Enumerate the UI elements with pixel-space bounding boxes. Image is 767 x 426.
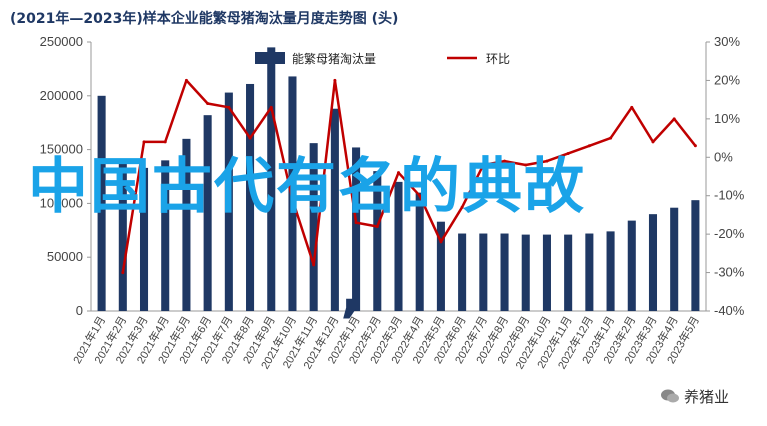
line-point bbox=[545, 159, 549, 163]
bar-series bbox=[97, 47, 700, 312]
line-point bbox=[184, 78, 188, 82]
left-tick-label: 150000 bbox=[40, 142, 83, 157]
bar bbox=[479, 233, 488, 311]
line-point bbox=[227, 105, 231, 109]
bar bbox=[648, 214, 658, 311]
bar bbox=[352, 147, 361, 311]
line-point bbox=[460, 205, 464, 209]
line-point bbox=[206, 101, 210, 105]
line-point bbox=[566, 151, 570, 155]
wechat-icon bbox=[661, 389, 679, 403]
line-point bbox=[354, 221, 358, 225]
line-point bbox=[439, 240, 443, 244]
line-path bbox=[121, 79, 697, 273]
bar bbox=[224, 92, 233, 312]
overlay-caption: 中国古代有名的典故 bbox=[28, 152, 586, 222]
legend: 能繁母猪淘汰量 环比 bbox=[255, 51, 510, 66]
line-point bbox=[418, 194, 422, 198]
right-tick-label: -30% bbox=[714, 265, 745, 280]
legend-bar-swatch bbox=[255, 52, 285, 64]
bar bbox=[500, 233, 509, 311]
left-tick-label: 0 bbox=[76, 303, 83, 318]
bar bbox=[394, 181, 403, 311]
left-tick-label: 50000 bbox=[47, 249, 83, 264]
line-point bbox=[630, 105, 634, 109]
bar bbox=[458, 233, 467, 311]
right-tick-label: 20% bbox=[714, 72, 740, 87]
bar bbox=[118, 160, 127, 311]
left-tick-label: 100000 bbox=[40, 195, 83, 210]
line-point bbox=[587, 144, 591, 148]
left-tick-label: 250000 bbox=[40, 34, 83, 49]
right-tick-label: -20% bbox=[714, 226, 745, 241]
line-point bbox=[312, 263, 316, 267]
bar bbox=[161, 160, 170, 311]
bar bbox=[182, 138, 191, 311]
bar bbox=[606, 231, 615, 311]
overlay-comma: , bbox=[340, 255, 363, 325]
bar bbox=[436, 221, 445, 311]
line-point bbox=[269, 105, 273, 109]
left-tick-label: 200000 bbox=[40, 88, 83, 103]
line-point bbox=[524, 163, 528, 167]
bar bbox=[521, 234, 530, 311]
bar bbox=[267, 47, 276, 311]
line-point bbox=[481, 163, 485, 167]
line-point bbox=[672, 117, 676, 121]
line-point bbox=[248, 136, 252, 140]
bar bbox=[627, 220, 636, 311]
bar bbox=[330, 108, 339, 311]
watermark: 养猪业 bbox=[660, 386, 729, 407]
line-point bbox=[121, 271, 125, 275]
legend-bar-label: 能繁母猪淘汰量 bbox=[292, 51, 376, 66]
bar bbox=[373, 171, 382, 311]
bar bbox=[97, 95, 106, 311]
bar bbox=[139, 167, 149, 311]
line-point bbox=[163, 140, 167, 144]
line-point bbox=[142, 140, 146, 144]
bar bbox=[415, 192, 424, 311]
right-tick-label: 10% bbox=[714, 111, 740, 126]
line-point bbox=[375, 224, 379, 228]
right-tick-label: 30% bbox=[714, 34, 740, 49]
line-point bbox=[609, 136, 613, 140]
line-point bbox=[397, 171, 400, 175]
line-point bbox=[651, 140, 655, 144]
line-point bbox=[333, 78, 337, 82]
line-point bbox=[503, 159, 507, 163]
bar bbox=[585, 233, 594, 311]
bar bbox=[564, 234, 573, 311]
line-series bbox=[121, 78, 697, 275]
bar bbox=[309, 143, 318, 311]
line-point bbox=[693, 144, 697, 148]
bar bbox=[691, 200, 700, 311]
bar bbox=[288, 76, 297, 311]
right-tick-label: 0% bbox=[714, 149, 733, 164]
bar bbox=[203, 115, 212, 311]
watermark-text: 养猪业 bbox=[684, 388, 730, 406]
bar bbox=[246, 83, 255, 312]
right-tick-label: -10% bbox=[714, 188, 745, 203]
chart-title: (2021年—2023年)样本企业能繁母猪淘汰量月度走势图 (头) bbox=[10, 11, 399, 27]
bar bbox=[670, 207, 679, 311]
bar bbox=[542, 234, 551, 311]
right-tick-label: -40% bbox=[714, 303, 745, 318]
legend-line-label: 环比 bbox=[486, 52, 510, 66]
line-point bbox=[290, 198, 294, 202]
